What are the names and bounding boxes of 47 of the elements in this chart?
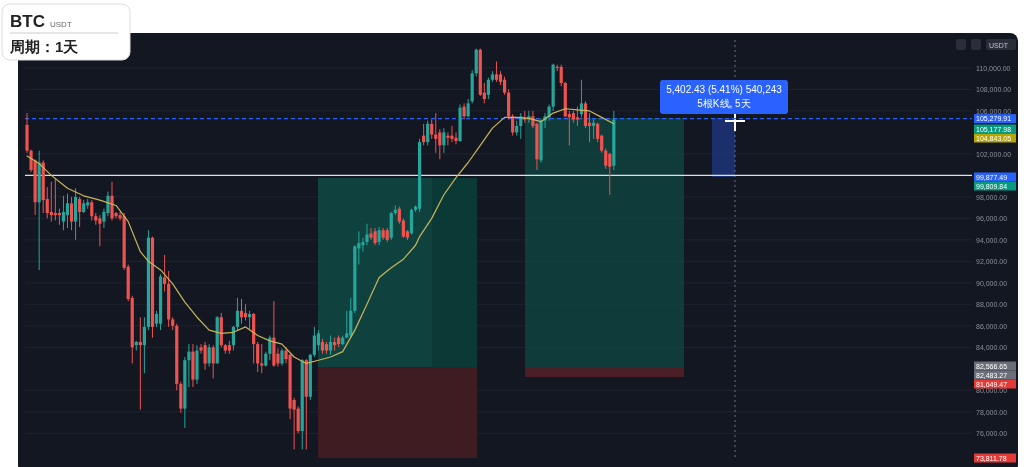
candlestick xyxy=(312,326,316,358)
candlestick xyxy=(138,316,142,411)
candlestick xyxy=(142,316,146,374)
annotation: 周期：1天 xyxy=(9,38,80,55)
annotation: 5根K线, 5天 xyxy=(697,98,751,109)
candlestick xyxy=(377,226,381,246)
annotation: 5,402.43 (5.41%) 540,243 xyxy=(666,84,783,95)
candlestick xyxy=(163,254,167,292)
candlestick xyxy=(494,60,499,83)
candlestick xyxy=(65,193,70,229)
candlestick xyxy=(235,297,240,331)
chart-title: BTC xyxy=(10,12,45,31)
candlestick xyxy=(466,98,470,118)
candlestick xyxy=(502,76,507,96)
candlestick xyxy=(446,131,450,146)
candlestick xyxy=(438,128,442,160)
candlestick xyxy=(592,119,596,140)
candlestick xyxy=(507,88,511,121)
candlestick xyxy=(90,199,94,222)
candlestick xyxy=(608,152,612,196)
candlestick xyxy=(442,127,446,154)
candlestick xyxy=(316,329,321,352)
candlestick xyxy=(474,48,478,78)
candlestick xyxy=(207,343,211,368)
chart-subtitle: USDT xyxy=(50,20,72,29)
candlestick xyxy=(426,120,430,146)
candlestick xyxy=(78,196,82,228)
candlestick xyxy=(260,343,264,374)
candlestick xyxy=(450,125,454,143)
candlestick xyxy=(49,181,53,223)
candlestick xyxy=(345,310,349,339)
candlestick xyxy=(256,341,260,373)
candlestick xyxy=(61,195,66,231)
candlestick xyxy=(409,208,414,235)
candlestick xyxy=(604,148,608,170)
candlestick xyxy=(369,227,373,241)
candlestick xyxy=(430,119,434,140)
candlestick xyxy=(575,106,580,127)
candlestick xyxy=(69,196,74,231)
candlestick xyxy=(211,344,215,379)
candlestick xyxy=(110,181,114,222)
candlestick xyxy=(559,64,563,87)
candlestick xyxy=(486,77,490,100)
candlestick xyxy=(248,310,252,331)
candlestick xyxy=(583,100,588,129)
candlestick xyxy=(203,341,207,371)
candlestick xyxy=(98,214,102,247)
